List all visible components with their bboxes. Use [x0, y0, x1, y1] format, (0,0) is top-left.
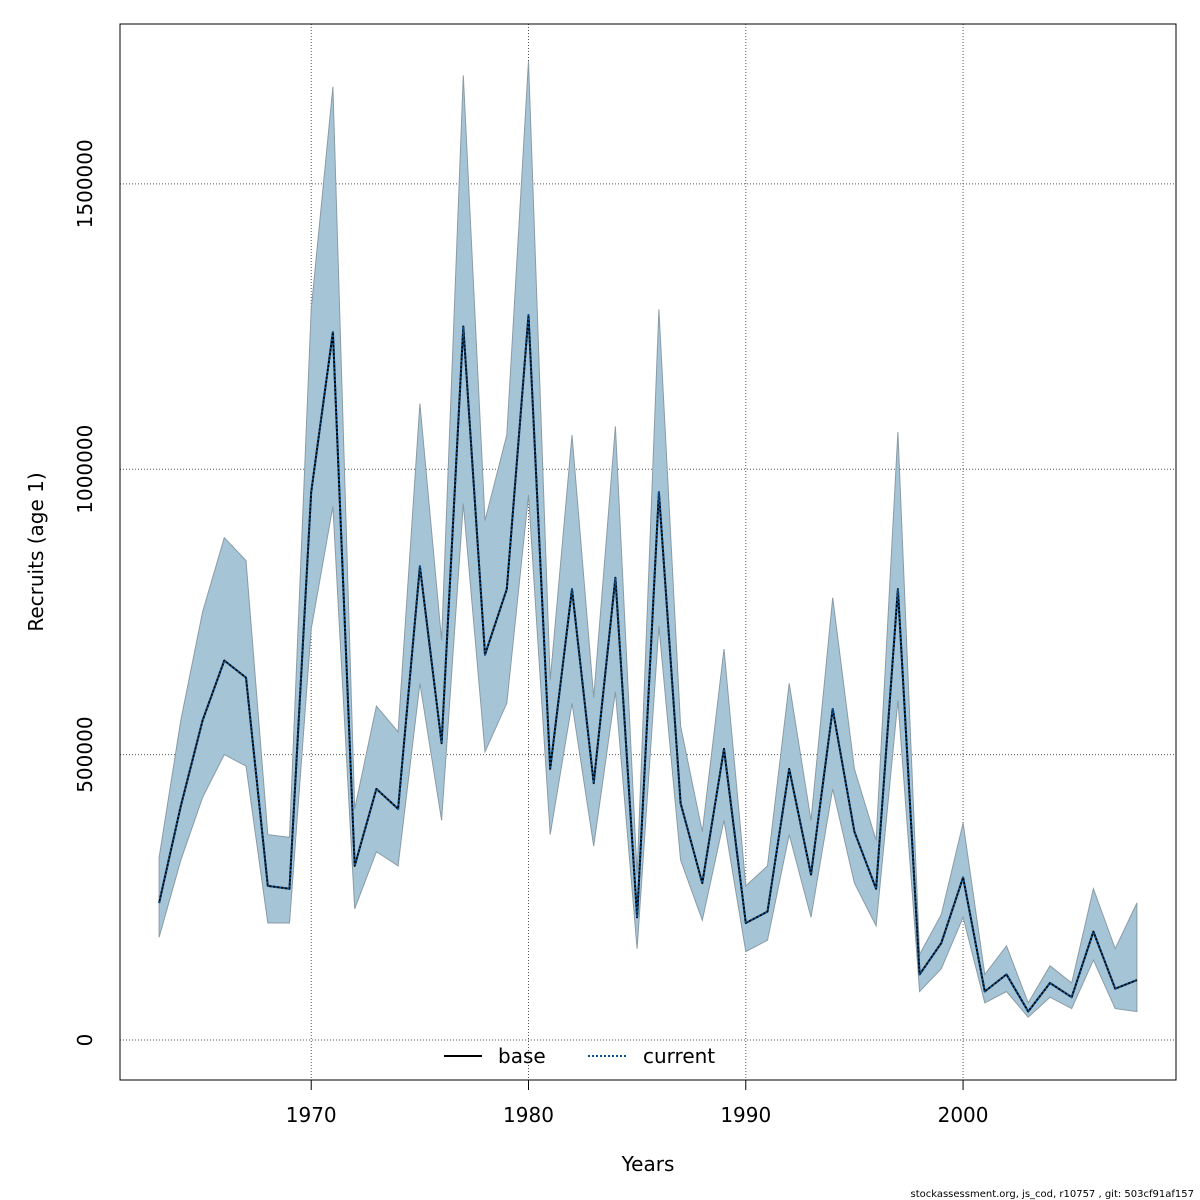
x-axis-title: Years	[621, 1152, 675, 1176]
plot-frame	[119, 23, 1177, 1081]
confidence-band-group	[158, 61, 1138, 1018]
x-tick-label-2: 1990	[720, 1103, 771, 1127]
x-tick-label-1: 1980	[503, 1103, 554, 1127]
footer-credit: stockassessment.org, js_cod, r10757 , gi…	[910, 1189, 1194, 1200]
y-tick-label-3: 1500000	[73, 139, 97, 228]
y-axis-title: Recruits (age 1)	[24, 472, 48, 631]
legend-label-base: base	[498, 1044, 546, 1068]
y-tick-label-0: 0	[73, 1034, 97, 1047]
confidence-band	[158, 61, 1138, 1018]
x-tick-label-3: 2000	[938, 1103, 989, 1127]
x-tick-label-0: 1970	[286, 1103, 337, 1127]
legend: base current	[444, 1044, 715, 1068]
y-tick-label-1: 500000	[73, 716, 97, 792]
axes-group: 1970 1980 1990 2000 0 500000 1000000 1500000	[73, 139, 988, 1127]
series-lines-group	[158, 314, 1138, 1013]
series-line-current	[158, 314, 1138, 1013]
legend-label-current: current	[643, 1044, 715, 1068]
y-tick-label-2: 1000000	[73, 425, 97, 514]
